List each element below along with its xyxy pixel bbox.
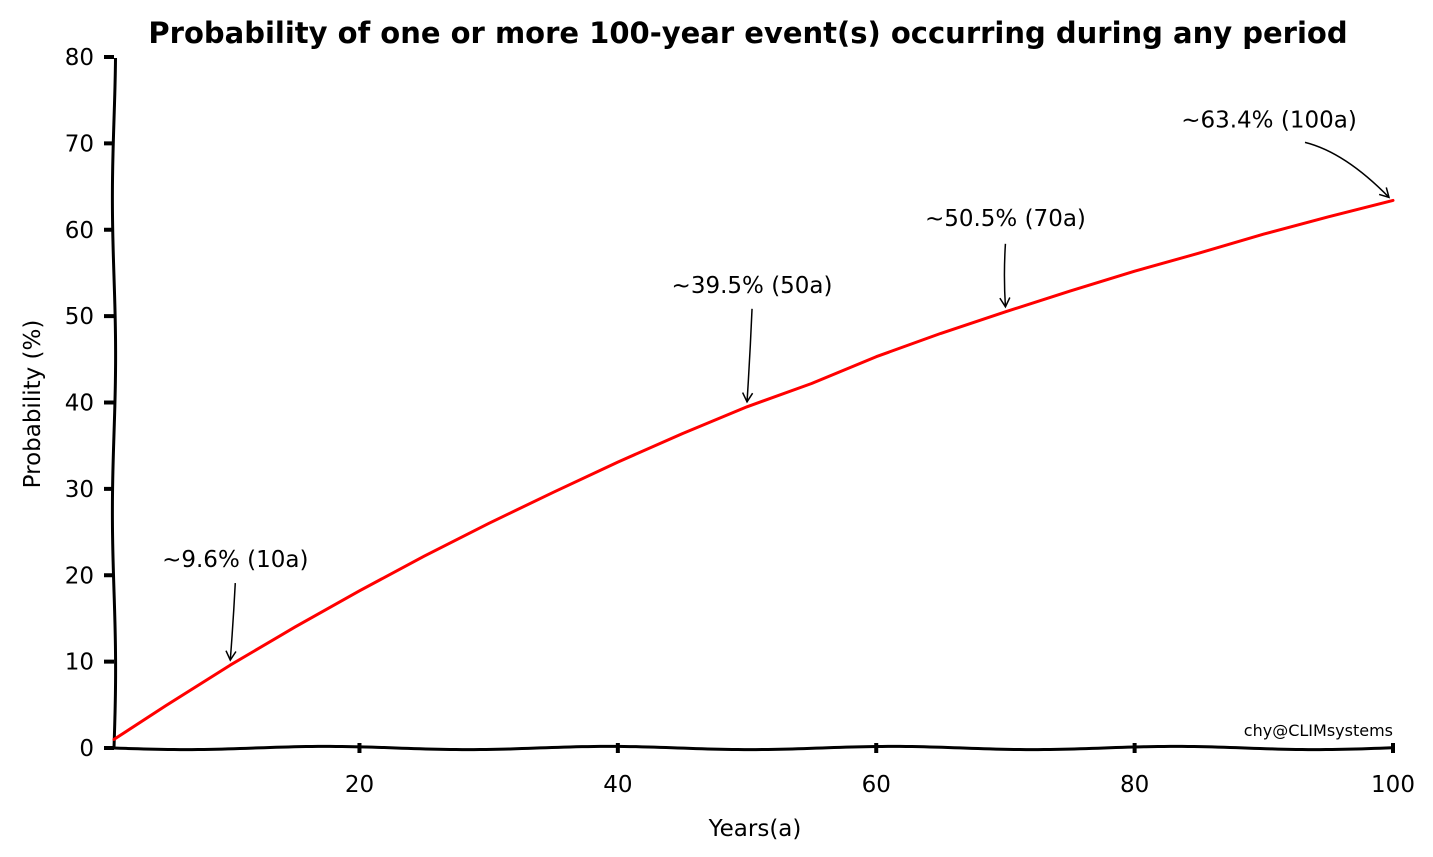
annotation-label: ~63.4% (100a)	[1181, 107, 1357, 133]
x-tick-label: 60	[862, 772, 891, 798]
x-tick-label: 40	[603, 772, 632, 798]
y-tick-label: 10	[65, 650, 94, 676]
annotation-arrow	[1304, 141, 1391, 199]
y-tick-label: 20	[65, 563, 94, 589]
y-tick-label: 70	[65, 131, 94, 157]
annotation-label: ~9.6% (10a)	[162, 547, 308, 573]
x-tick-label: 20	[345, 772, 374, 798]
axes	[110, 57, 1393, 752]
annotation-arrow	[999, 243, 1011, 309]
x-tick-label: 100	[1371, 772, 1415, 798]
y-tick-label: 80	[65, 45, 94, 71]
y-tick-label: 60	[65, 218, 94, 244]
annotation-label: ~50.5% (70a)	[925, 206, 1086, 232]
annotation-arrow	[225, 583, 237, 662]
x-axis-line	[113, 744, 1393, 752]
series-line	[112, 198, 1395, 741]
x-tick-label: 80	[1120, 772, 1149, 798]
chart-title: Probability of one or more 100-year even…	[148, 16, 1347, 50]
y-axis-label: Probability (%)	[20, 320, 46, 489]
annotation-arrow	[741, 308, 754, 404]
series	[112, 198, 1395, 741]
y-tick-label: 50	[65, 304, 94, 330]
y-tick-label: 0	[79, 736, 94, 762]
annotation-label: ~39.5% (50a)	[672, 273, 833, 299]
y-tick-label: 30	[65, 477, 94, 503]
y-tick-label: 40	[65, 391, 94, 417]
ticks: 20 40 60 80 100 0 10 20 30 40 50 60 70 80	[65, 45, 1415, 798]
y-axis-line	[110, 57, 118, 749]
x-axis-label: Years(a)	[708, 816, 802, 842]
annotations: ~9.6% (10a) ~39.5% (50a) ~50.5% (70a) ~63.4…	[162, 107, 1391, 662]
credit-label: chy@CLIMsystems	[1244, 721, 1393, 740]
